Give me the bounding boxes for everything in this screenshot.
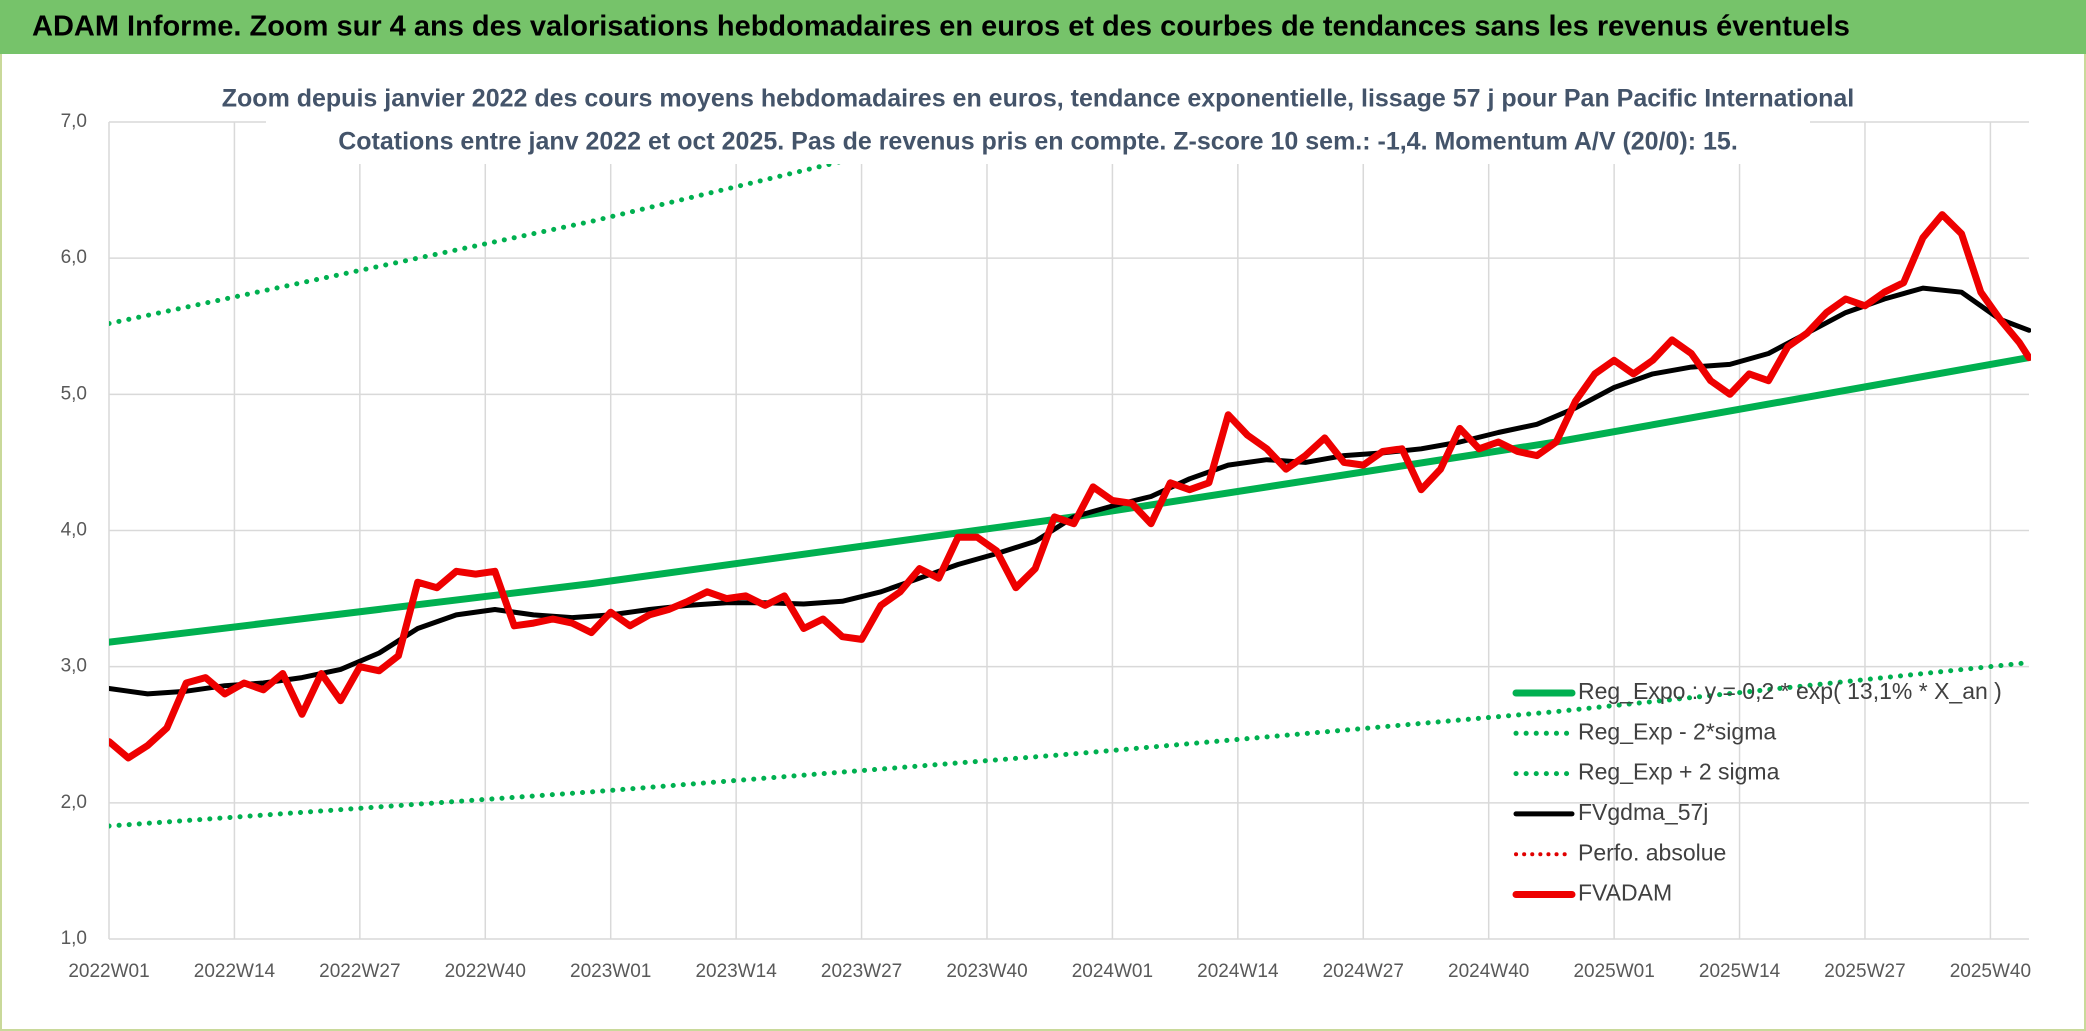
y-tick-label: 2,0 bbox=[61, 792, 87, 813]
y-tick-label: 7,0 bbox=[61, 111, 87, 132]
legend-label: Reg_Expo : y = 0,2 * exp( 13,1% * X_an ) bbox=[1578, 678, 2002, 704]
legend-label: FVgdma_57j bbox=[1578, 799, 1708, 825]
x-tick-label: 2022W40 bbox=[445, 961, 526, 982]
x-tick-label: 2024W27 bbox=[1323, 961, 1404, 982]
x-tick-label: 2023W14 bbox=[695, 961, 777, 982]
chart-subtitle: Cotations entre janv 2022 et oct 2025. P… bbox=[338, 128, 1738, 156]
x-tick-label: 2023W01 bbox=[570, 961, 651, 982]
legend-label: Reg_Exp - 2*sigma bbox=[1578, 718, 1776, 744]
x-tick-label: 2022W01 bbox=[68, 961, 149, 982]
series-line bbox=[109, 211, 2031, 762]
header-title: ADAM Informe. Zoom sur 4 ans des valoris… bbox=[32, 11, 1850, 43]
chart-title: Zoom depuis janvier 2022 des cours moyen… bbox=[222, 85, 1854, 113]
x-tick-label: 2025W01 bbox=[1573, 961, 1654, 982]
x-tick-label: 2025W14 bbox=[1699, 961, 1781, 982]
legend-label: Reg_Exp + 2 sigma bbox=[1578, 759, 1780, 785]
legend-label: Perfo. absolue bbox=[1578, 839, 1726, 865]
x-tick-label: 2025W40 bbox=[1950, 961, 2031, 982]
y-tick-label: 3,0 bbox=[61, 656, 87, 677]
series-line bbox=[109, 660, 2031, 829]
x-tick-label: 2024W14 bbox=[1197, 961, 1279, 982]
legend-label: FVADAM bbox=[1578, 880, 1672, 906]
subtitle-box bbox=[266, 78, 1810, 164]
x-tick-label: 2025W27 bbox=[1824, 961, 1905, 982]
header-bar bbox=[0, 0, 2086, 54]
y-tick-label: 4,0 bbox=[61, 520, 87, 541]
x-tick-label: 2022W14 bbox=[194, 961, 276, 982]
y-tick-label: 6,0 bbox=[61, 247, 87, 268]
x-tick-label: 2022W27 bbox=[319, 961, 400, 982]
x-tick-label: 2023W27 bbox=[821, 961, 902, 982]
x-tick-label: 2023W40 bbox=[946, 961, 1027, 982]
y-tick-label: 1,0 bbox=[61, 928, 87, 949]
series-layer bbox=[109, 122, 2031, 829]
x-tick-label: 2024W01 bbox=[1072, 961, 1153, 982]
y-tick-label: 5,0 bbox=[61, 383, 87, 404]
legend: Reg_Expo : y = 0,2 * exp( 13,1% * X_an )… bbox=[1512, 678, 2002, 906]
x-tick-label: 2024W40 bbox=[1448, 961, 1529, 982]
